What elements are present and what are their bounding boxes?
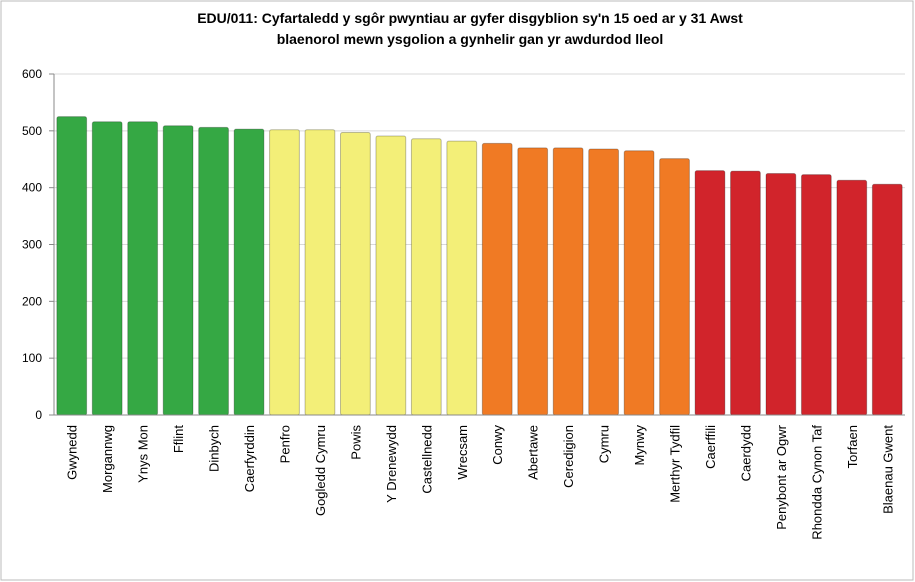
y-tick-label: 300 — [22, 238, 42, 252]
y-tick-label: 400 — [22, 181, 42, 195]
bar — [304, 129, 336, 416]
x-tick-label: Gogledd Cymru — [313, 425, 328, 516]
x-tick-label: Mynwy — [632, 425, 647, 466]
x-tick-label: Castellnedd — [419, 425, 434, 494]
y-tick-label: 100 — [22, 351, 42, 365]
bar — [269, 129, 300, 416]
x-tick-label: Abertawe — [526, 425, 541, 480]
x-tick-label: Y Drenewydd — [384, 425, 399, 503]
chart-title: blaenorol mewn ysgolion a gynhelir gan y… — [277, 31, 664, 47]
bar — [198, 126, 229, 416]
bar — [659, 158, 690, 416]
x-tick-label: Gwynedd — [65, 425, 80, 480]
bar — [552, 147, 584, 416]
bar — [730, 170, 761, 416]
bar — [481, 142, 513, 416]
bar — [340, 132, 371, 416]
x-tick-label: Caerdydd — [738, 425, 753, 481]
x-tick-label: Morgannwg — [100, 425, 115, 493]
x-tick-label: Caerffili — [703, 425, 718, 469]
x-tick-label: Conwy — [490, 425, 505, 465]
bar — [56, 116, 88, 416]
chart-title: EDU/011: Cyfartaledd y sgôr pwyntiau ar … — [197, 10, 743, 26]
y-tick-label: 600 — [22, 67, 42, 81]
bar — [765, 172, 797, 416]
bar — [410, 138, 442, 416]
x-tick-label: Torfaen — [845, 425, 860, 468]
x-tick-label: Penfro — [277, 425, 292, 463]
bar — [871, 183, 903, 416]
bar — [836, 179, 868, 416]
x-tick-label: Fflint — [171, 425, 186, 454]
x-tick-label: Rhondda Cynon Taf — [809, 425, 824, 540]
x-tick-label: Ceredigion — [561, 425, 576, 488]
bar — [162, 125, 194, 416]
bar — [375, 135, 407, 416]
y-tick-label: 0 — [35, 408, 42, 422]
y-tick-label: 200 — [22, 294, 42, 308]
x-tick-label: Merthyr Tydfil — [668, 425, 683, 503]
x-tick-label: Wrecsam — [455, 425, 470, 480]
bar — [127, 121, 159, 416]
x-tick-label: Caerfyrddin — [242, 425, 257, 492]
bar — [800, 174, 832, 416]
bar — [588, 148, 619, 416]
bar — [233, 128, 265, 416]
bar — [517, 147, 549, 416]
x-tick-label: Dinbych — [207, 425, 222, 472]
x-tick-label: Blaenau Gwent — [880, 425, 895, 514]
x-tick-label: Penybont ar Ogwr — [774, 424, 789, 529]
bar — [623, 150, 655, 416]
x-tick-label: Ynys Mon — [136, 425, 151, 483]
bar — [694, 170, 726, 416]
x-tick-label: Powis — [348, 425, 363, 460]
x-tick-label: Cymru — [597, 425, 612, 463]
bar — [91, 121, 123, 416]
bar — [446, 140, 478, 416]
y-tick-label: 500 — [22, 124, 42, 138]
